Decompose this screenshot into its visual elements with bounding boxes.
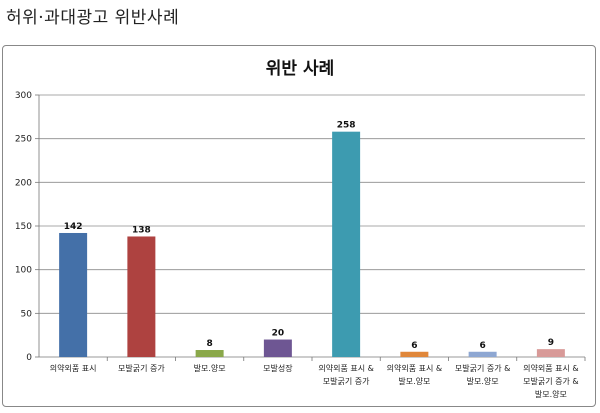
data-label: 138 [132, 225, 151, 235]
data-label: 20 [272, 329, 285, 339]
bar [263, 339, 292, 357]
y-tick-label: 150 [15, 222, 32, 232]
bar [536, 349, 565, 357]
x-tick-label: 의약외품 표시 & 발모.양모 [387, 363, 442, 386]
y-tick-label: 100 [15, 266, 32, 276]
y-tick-label: 0 [26, 353, 32, 363]
x-tick-label: 모발굵기 증가 & 발모.양모 [455, 363, 510, 386]
x-tick-label: 발모.양모 [194, 363, 226, 373]
page-heading: 허위·과대광고 위반사례 [6, 8, 180, 28]
bar [127, 236, 156, 357]
bars-group [59, 131, 565, 357]
data-label: 6 [479, 341, 485, 351]
x-tick-label: 모발성장 [263, 363, 293, 373]
data-label: 6 [411, 341, 417, 351]
x-tick-label: 의약외품 표시 & 모발굵기 증가 [318, 363, 373, 386]
x-tick-label: 의약외품 표시 & 모발굵기 증가 & 발모.양모 [523, 363, 578, 399]
bar [59, 232, 88, 357]
x-tick-label: 모발굵기 증가 [118, 363, 165, 373]
y-tick-label: 200 [15, 178, 32, 188]
y-tick-label: 50 [21, 309, 33, 319]
labels-group: 0 50 100 150 200 250 300 142 의약외품 표시 138 모발굵기 증가 8 발… [15, 91, 579, 399]
axes [35, 94, 586, 361]
bar [332, 131, 361, 357]
grid-lines [39, 94, 585, 314]
y-tick-label: 300 [15, 91, 32, 101]
bar [400, 351, 429, 357]
bar [195, 350, 224, 357]
data-label: 8 [206, 339, 212, 349]
data-label: 258 [337, 121, 356, 131]
y-tick-label: 250 [15, 135, 32, 145]
x-tick-label: 의약외품 표시 [50, 363, 97, 373]
data-label: 9 [548, 338, 554, 348]
bar [468, 351, 497, 357]
chart-title: 위반 사례 [266, 59, 334, 79]
data-label: 142 [64, 222, 83, 232]
